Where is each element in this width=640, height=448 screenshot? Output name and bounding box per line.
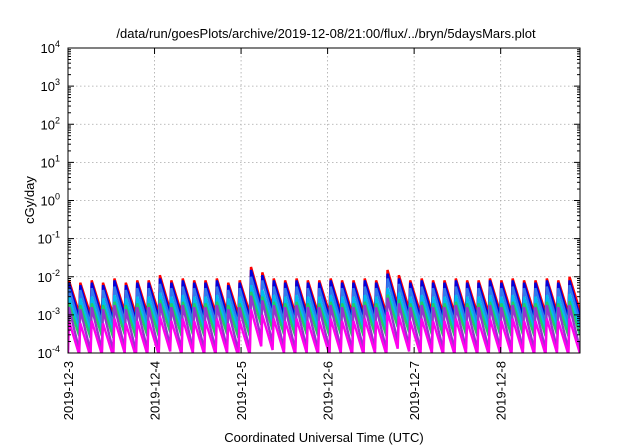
y-tick-label: 10-4 (38, 344, 60, 361)
series-line (68, 284, 580, 333)
y-tick-exponent: 3 (55, 77, 60, 87)
x-tick-label: 2019-12-6 (321, 361, 336, 420)
y-tick-label: 103 (41, 77, 60, 94)
x-axis-label: Coordinated Universal Time (UTC) (224, 430, 423, 445)
y-tick-label: 10-1 (38, 230, 60, 247)
y-tick-base: 10 (38, 308, 52, 323)
y-tick-label: 104 (41, 39, 60, 56)
y-tick-exponent: 4 (55, 39, 60, 49)
y-tick-exponent: 1 (55, 153, 60, 163)
x-tick-label: 2019-12-3 (61, 361, 76, 420)
y-tick-exponent: 0 (55, 192, 60, 202)
series-line (68, 295, 580, 352)
y-tick-exponent: -4 (52, 344, 60, 354)
y-tick-exponent: -1 (52, 230, 60, 240)
y-tick-exponent: 2 (55, 115, 60, 125)
y-tick-label: 10-2 (38, 268, 60, 285)
x-tick-label: 2019-12-8 (494, 361, 509, 420)
y-tick-base: 10 (38, 270, 52, 285)
y-tick-base: 10 (41, 41, 55, 56)
x-tick-label: 2019-12-5 (234, 361, 249, 420)
y-tick-label: 100 (41, 192, 60, 209)
y-tick-base: 10 (41, 194, 55, 209)
y-tick-base: 10 (41, 117, 55, 132)
y-tick-label: 101 (41, 153, 60, 170)
series-line (68, 276, 580, 326)
series-line (68, 269, 580, 322)
y-tick-base: 10 (38, 346, 52, 361)
series-group (68, 266, 580, 353)
series-line (68, 308, 580, 353)
y-tick-base: 10 (41, 79, 55, 94)
y-tick-exponent: -3 (52, 306, 60, 316)
y-tick-base: 10 (38, 232, 52, 247)
x-tick-label: 2019-12-7 (407, 361, 422, 420)
y-tick-base: 10 (41, 155, 55, 170)
y-tick-label: 102 (41, 115, 60, 132)
y-axis-label: cGy/day (22, 176, 37, 224)
y-tick-exponent: -2 (52, 268, 60, 278)
x-axis: 2019-12-3 2019-12-4 2019-12-5 2019-12-6 2019… (61, 48, 509, 420)
x-tick-label: 2019-12-4 (148, 361, 163, 420)
chart-title: /data/run/goesPlots/archive/2019-12-08/2… (116, 26, 536, 41)
series-line (68, 266, 580, 316)
series-line (68, 291, 580, 339)
y-tick-label: 10-3 (38, 306, 60, 323)
